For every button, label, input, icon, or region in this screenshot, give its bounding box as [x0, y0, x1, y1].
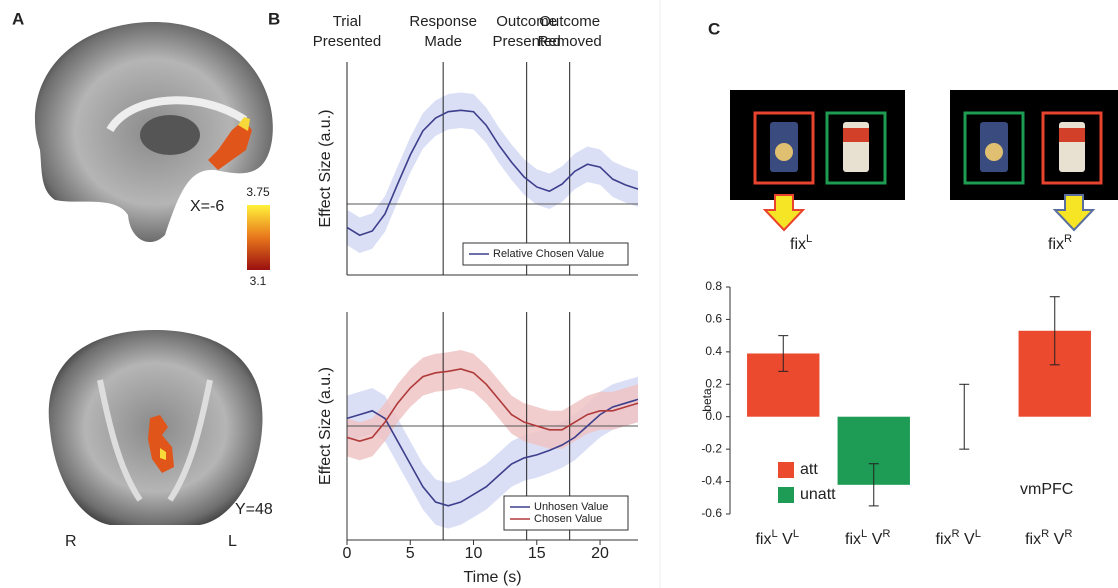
colorbar	[247, 205, 270, 270]
error-band	[347, 350, 638, 461]
y-tick-label: 0.0	[705, 409, 722, 423]
y-tick-label: -0.4	[701, 474, 722, 488]
y-axis-label: Effect Size (a.u.)	[317, 110, 334, 228]
line	[346, 109, 639, 237]
panel-label: A	[12, 9, 24, 28]
legend-label: Relative Chosen Value	[493, 248, 604, 260]
label-part: V	[867, 531, 882, 548]
slice-label: X=-6	[190, 198, 224, 215]
label-part: L	[975, 528, 981, 540]
label-part: V	[778, 531, 793, 548]
legend-swatch	[778, 487, 794, 503]
label-part: L	[771, 528, 777, 540]
hemisphere-label: L	[228, 533, 237, 550]
coronal-brain	[48, 330, 263, 525]
label-part: V	[1049, 531, 1064, 548]
event-label: Presented	[492, 33, 560, 50]
x-tick-label: fixL VR	[845, 528, 890, 548]
colorbar-label: 3.75	[246, 185, 270, 199]
stimulus-left	[730, 90, 905, 232]
event-label: Presented	[313, 33, 381, 50]
x-tick-label: 0	[343, 545, 352, 562]
legend-label: Chosen Value	[534, 513, 602, 525]
label-part: fix	[1025, 531, 1041, 548]
label-part: V	[960, 531, 975, 548]
error-band	[347, 376, 638, 529]
x-tick-label: 20	[591, 545, 609, 562]
label-part: L	[793, 528, 799, 540]
line	[346, 398, 639, 507]
sagittal-brain	[34, 21, 273, 243]
label-part: R	[882, 528, 890, 540]
legend-box	[462, 242, 629, 266]
event-label: Outcome	[496, 13, 557, 30]
label-part: R	[1064, 528, 1072, 540]
stimulus-label: fixR	[1048, 233, 1072, 253]
label-part: fix	[1048, 236, 1064, 253]
x-tick-label: 5	[406, 545, 415, 562]
legend-label: unatt	[800, 486, 836, 503]
event-label: Trial	[333, 13, 362, 30]
y-axis-label: beta	[700, 388, 714, 412]
y-tick-label: -0.6	[701, 506, 722, 520]
legend-box	[503, 495, 629, 531]
slice-label: Y=48	[235, 501, 273, 518]
y-tick-label: 0.4	[705, 344, 722, 358]
stimulus-label: fixL	[790, 233, 812, 253]
x-tick-label: fixR VR	[1025, 528, 1072, 548]
event-label: Made	[424, 33, 462, 50]
annotation: vmPFC	[1020, 481, 1073, 498]
y-tick-label: 0.6	[705, 312, 722, 326]
label-part: L	[806, 233, 812, 245]
line	[346, 368, 639, 443]
label-part: fix	[755, 531, 771, 548]
hemisphere-label: R	[65, 533, 77, 550]
label-part: fix	[790, 236, 806, 253]
legend-label: Unhosen Value	[534, 501, 608, 513]
x-axis-label: Time (s)	[463, 569, 521, 586]
legend-label: att	[800, 461, 818, 478]
label-part: L	[861, 528, 867, 540]
x-tick-label: fixR VL	[936, 528, 981, 548]
label-part: R	[952, 528, 960, 540]
event-label: Removed	[538, 33, 602, 50]
x-tick-label: 10	[465, 545, 483, 562]
label-part: R	[1041, 528, 1049, 540]
colorbar-label: 3.1	[250, 274, 267, 288]
panel-label: B	[268, 9, 280, 28]
event-label: Response	[409, 13, 477, 30]
stimulus-right	[950, 90, 1118, 232]
label-part: fix	[845, 531, 861, 548]
y-tick-label: 0.8	[705, 279, 722, 293]
y-tick-label: 0.2	[705, 376, 722, 390]
x-tick-label: 15	[528, 545, 546, 562]
x-tick-label: fixL VL	[755, 528, 799, 548]
label-part: fix	[936, 531, 952, 548]
error-band	[347, 92, 638, 253]
panel-label: C	[708, 19, 720, 38]
event-label: Outcome	[539, 13, 600, 30]
y-axis-label: Effect Size (a.u.)	[317, 367, 334, 485]
legend-swatch	[778, 462, 794, 478]
label-part: R	[1064, 233, 1072, 245]
y-tick-label: -0.2	[701, 441, 722, 455]
